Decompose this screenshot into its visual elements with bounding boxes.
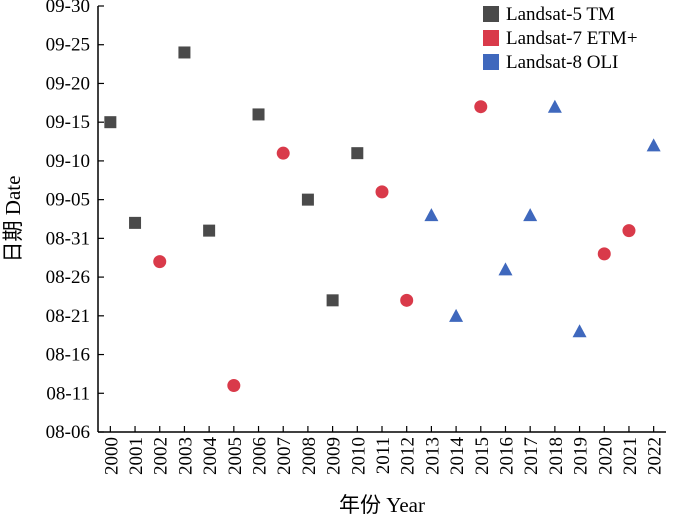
data-point-triangle [424,208,439,222]
data-point-circle [597,247,611,261]
y-axis-title: 日期 Date [1,176,25,263]
data-point-square [351,147,364,160]
data-point-circle [375,185,389,199]
data-point-circle [227,379,241,393]
y-tick-label: 09-15 [46,112,90,133]
y-tick-label: 09-10 [46,151,90,172]
x-tick-label: 2021 [620,437,641,475]
data-point-square [326,294,339,307]
x-tick-label: 2003 [175,437,196,475]
legend-item: Landsat-8 OLI [483,52,618,73]
x-tick-label: 2012 [398,437,419,475]
y-tick-label: 08-06 [46,422,90,443]
y-tick-label: 09-30 [46,0,90,17]
x-tick-label: 2008 [299,437,320,475]
x-tick-label: 2019 [571,437,592,475]
x-tick-label: 2013 [422,437,443,475]
x-tick-label: 2004 [200,437,221,476]
legend-item: Landsat-5 TM [483,4,615,25]
legend-item: Landsat-7 ETM+ [483,28,638,49]
x-tick-label: 2014 [447,437,468,476]
y-tick-label: 08-26 [46,267,90,288]
data-point-triangle [449,308,464,322]
data-point-square [203,224,216,237]
data-point-square [252,108,265,121]
y-tick-label: 09-05 [46,190,90,211]
data-point-circle [153,255,167,269]
x-tick-label: 2017 [521,437,542,475]
x-axis-title: 年份 Year [339,493,425,517]
x-tick-label: 2005 [225,437,246,475]
x-tick-label: 2009 [324,437,345,475]
x-tick-label: 2015 [472,437,493,475]
data-point-square [129,216,142,229]
axes: 08-06 08-11 08-16 08-21 08-26 08-31 09-05 09-10… [46,0,666,475]
data-point-square [178,46,191,59]
y-tick-label: 08-21 [46,306,90,327]
y-tick-label: 08-16 [46,345,90,366]
data-point-circle [622,224,636,238]
data-point-circle [400,293,414,307]
legend-swatch [483,54,499,70]
y-tick-label: 08-11 [46,383,90,404]
x-tick-label: 2006 [250,437,271,475]
y-tick-label: 09-25 [46,35,90,56]
x-tick-label: 2022 [645,437,666,475]
data-point-triangle [523,208,538,222]
x-tick-label: 2020 [595,437,616,475]
y-tick-label: 09-20 [46,73,90,94]
data-point-circle [276,146,290,160]
data-point-circle [474,100,488,114]
legend-swatch [483,30,499,46]
legend-label: Landsat-5 TM [506,4,615,25]
x-tick-label: 2000 [101,437,122,475]
x-tick-label: 2018 [546,437,567,475]
legend-label: Landsat-7 ETM+ [506,28,638,49]
data-point-square [301,193,314,206]
y-tick-label: 08-31 [46,228,90,249]
data-point-square [104,116,117,129]
x-tick-label: 2011 [373,437,394,474]
data-point-triangle [646,138,661,152]
data-point-triangle [498,262,513,276]
legend-swatch [483,6,499,22]
x-tick-label: 2010 [348,437,369,475]
x-tick-label: 2007 [274,437,295,475]
legend-label: Landsat-8 OLI [506,52,618,73]
x-tick-label: 2002 [151,437,172,475]
x-tick-label: 2001 [126,437,147,475]
legend: Landsat-5 TM Landsat-7 ETM+ Landsat-8 OLI [483,4,638,73]
data-point-triangle [572,324,587,338]
x-tick-label: 2016 [496,437,517,475]
data-point-triangle [547,99,562,113]
data-points [104,46,661,393]
